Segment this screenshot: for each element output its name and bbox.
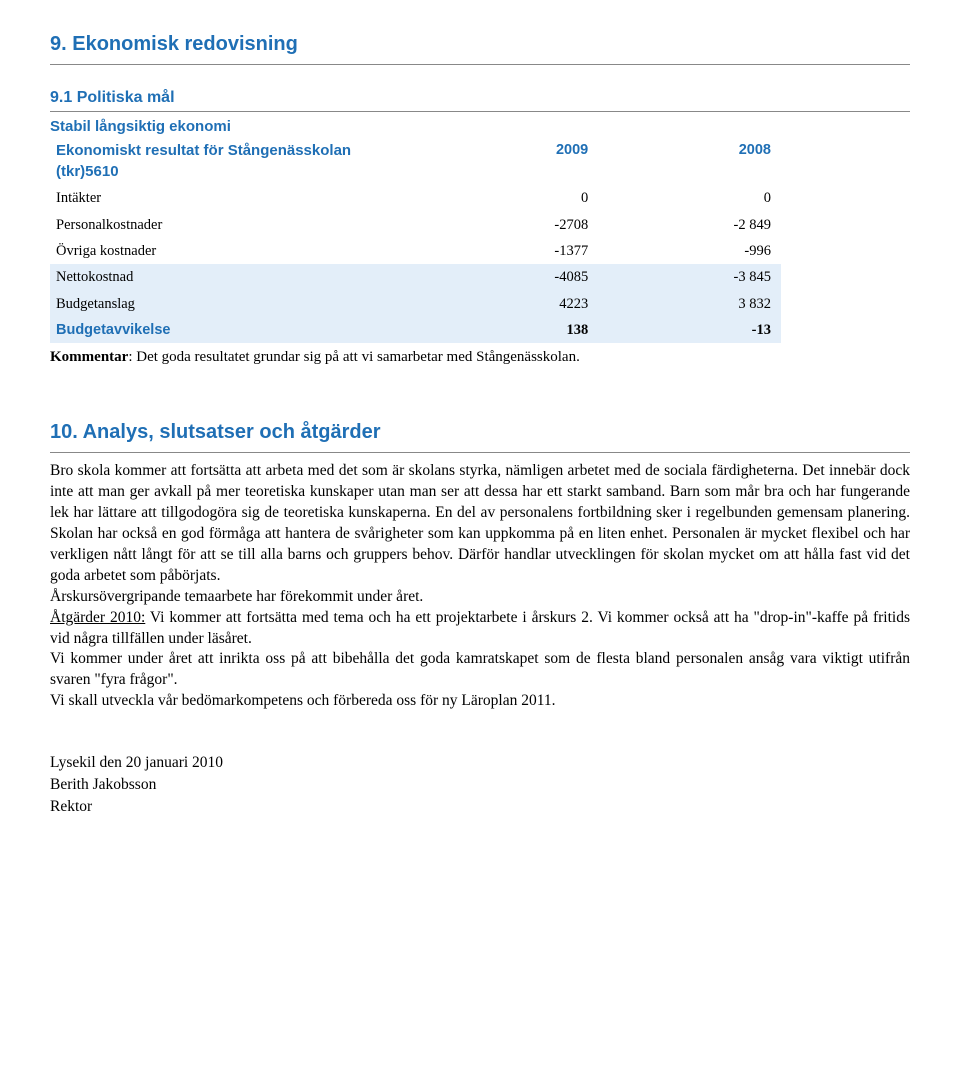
atgarder-label: Åtgärder 2010: — [50, 609, 145, 626]
row-value-2009: 4223 — [416, 291, 599, 317]
table-row: Nettokostnad -4085 -3 845 — [50, 264, 781, 290]
table-row: Intäkter 0 0 — [50, 185, 781, 211]
row-value-2008: -3 845 — [598, 264, 781, 290]
comment-label: Kommentar — [50, 349, 128, 365]
section-10-heading: 10. Analys, slutsatser och åtgärder — [50, 418, 910, 446]
comment-line: Kommentar: Det goda resultatet grundar s… — [50, 347, 910, 368]
section-9-rule — [50, 64, 910, 65]
year-2008-col: 2008 — [598, 137, 781, 185]
table-row: Personalkostnader -2708 -2 849 — [50, 212, 781, 238]
atgarder-text: Vi kommer att fortsätta med tema och ha … — [50, 609, 910, 647]
row-label: Övriga kostnader — [50, 238, 416, 264]
row-value-2009: -1377 — [416, 238, 599, 264]
year-2009-col: 2009 — [416, 137, 599, 185]
table-row: Övriga kostnader -1377 -996 — [50, 238, 781, 264]
paragraph-3: Åtgärder 2010: Vi kommer att fortsätta m… — [50, 608, 910, 650]
paragraph-2: Årskursövergripande temaarbete har förek… — [50, 587, 910, 608]
paragraph-1: Bro skola kommer att fortsätta att arbet… — [50, 461, 910, 587]
row-value-2008: 0 — [598, 185, 781, 211]
row-value-2008: -13 — [598, 317, 781, 343]
table-row: Budgetanslag 4223 3 832 — [50, 291, 781, 317]
paragraph-4: Vi kommer under året att inrikta oss på … — [50, 649, 910, 691]
table-header-label: Ekonomiskt resultat för Stångenässkolan … — [50, 137, 416, 185]
row-value-2008: -996 — [598, 238, 781, 264]
row-label: Budgetanslag — [50, 291, 416, 317]
signature-block: Lysekil den 20 januari 2010 Berith Jakob… — [50, 752, 910, 817]
signature-date: Lysekil den 20 januari 2010 — [50, 752, 910, 774]
table-header-row: Ekonomiskt resultat för Stångenässkolan … — [50, 137, 781, 185]
row-label: Personalkostnader — [50, 212, 416, 238]
section-9-heading: 9. Ekonomisk redovisning — [50, 30, 910, 58]
row-value-2009: 0 — [416, 185, 599, 211]
table-row: Budgetavvikelse 138 -13 — [50, 317, 781, 343]
comment-text: : Det goda resultatet grundar sig på att… — [128, 349, 580, 365]
econ-result-table: Ekonomiskt resultat för Stångenässkolan … — [50, 137, 781, 343]
row-value-2008: -2 849 — [598, 212, 781, 238]
section-9-1-rule — [50, 111, 910, 112]
row-value-2009: -4085 — [416, 264, 599, 290]
section-10-rule — [50, 452, 910, 453]
row-label: Budgetavvikelse — [50, 317, 416, 343]
signature-name: Berith Jakobsson — [50, 774, 910, 796]
paragraph-5: Vi skall utveckla vår bedömarkompetens o… — [50, 691, 910, 712]
row-value-2008: 3 832 — [598, 291, 781, 317]
econ-stability-label: Stabil långsiktig ekonomi — [50, 116, 910, 137]
row-label: Intäkter — [50, 185, 416, 211]
signature-title: Rektor — [50, 796, 910, 818]
section-9-1-heading: 9.1 Politiska mål — [50, 87, 910, 109]
row-value-2009: -2708 — [416, 212, 599, 238]
section-10-body: Bro skola kommer att fortsätta att arbet… — [50, 461, 910, 712]
row-label: Nettokostnad — [50, 264, 416, 290]
row-value-2009: 138 — [416, 317, 599, 343]
